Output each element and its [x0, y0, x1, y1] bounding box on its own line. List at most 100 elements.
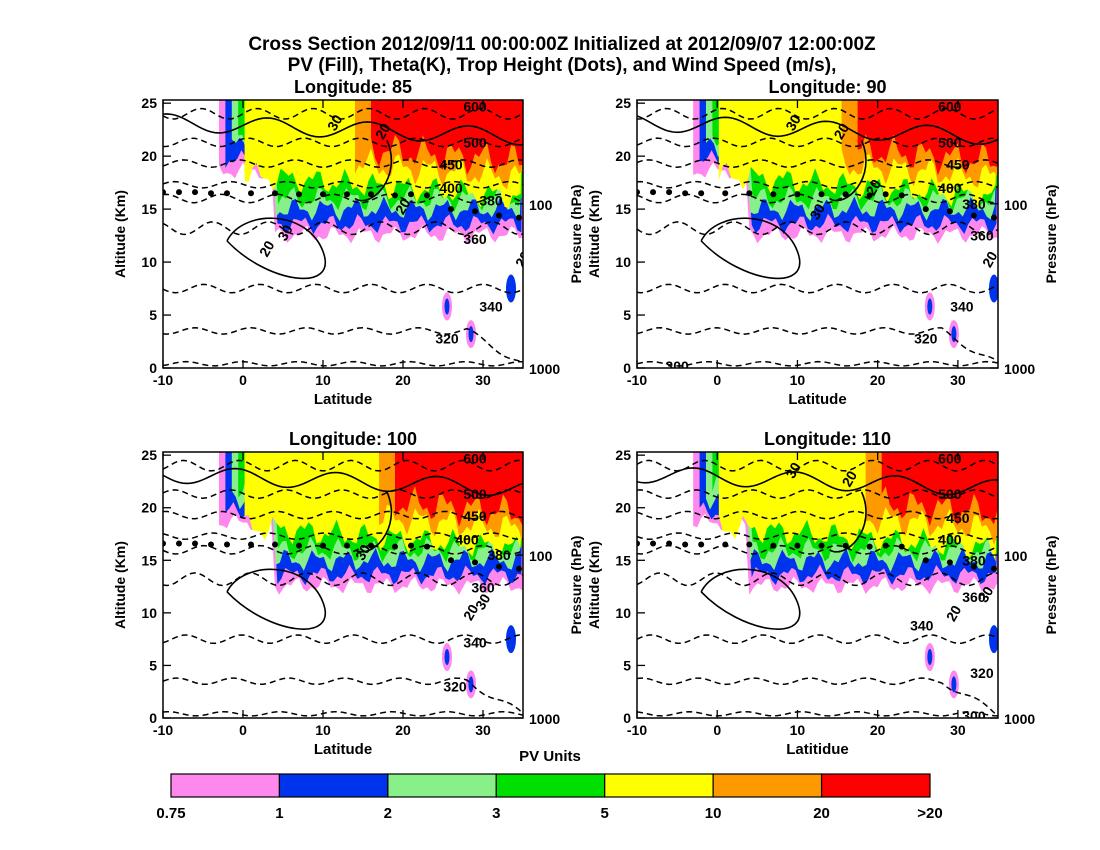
- tropopause-dot: [192, 189, 198, 196]
- tropopause-dot: [344, 191, 350, 198]
- theta-contour: [637, 193, 998, 204]
- colorbar-label: 3: [492, 805, 500, 822]
- wind-contour: [637, 467, 998, 496]
- tropopause-dot: [990, 214, 997, 221]
- pv-blob-core: [951, 326, 957, 343]
- wind-contour-label: 30: [806, 201, 828, 223]
- theta-contour-label: 360: [962, 589, 986, 605]
- tropopause-dot: [746, 190, 753, 197]
- x-tick-label: 30: [475, 722, 491, 738]
- y-tick-label: 15: [141, 201, 157, 217]
- theta-contour: [637, 677, 998, 717]
- tropopause-dot: [794, 542, 801, 549]
- y-tick-label: 15: [615, 201, 631, 217]
- tropopause-dot: [882, 191, 889, 198]
- pv-blob-core: [951, 676, 957, 693]
- tropopause-dot: [898, 543, 905, 550]
- tropopause-dot: [224, 541, 230, 548]
- wind-contour: [637, 115, 998, 146]
- theta-contour: [163, 510, 523, 520]
- wind-contour: [226, 217, 326, 280]
- theta-contour-label: 600: [463, 98, 487, 114]
- x-tick-label: 10: [315, 372, 331, 388]
- wind-contour-label: 30: [324, 112, 346, 134]
- theta-contour: [637, 159, 998, 169]
- colorbar-title: PV Units: [519, 748, 581, 765]
- wind-contour-label: 20: [372, 120, 394, 142]
- pv-blob-core: [508, 631, 514, 648]
- y-tick-label: 5: [149, 657, 157, 673]
- tropopause-dot: [392, 543, 398, 550]
- pv-blob-core: [927, 298, 933, 315]
- y2-tick-label: 1000: [1004, 361, 1035, 377]
- colorbar-swatch: [170, 773, 281, 798]
- wind-contour-label: 30: [352, 541, 374, 563]
- figure-title-line2: PV (Fill), Theta(K), Trop Height (Dots),…: [288, 55, 837, 76]
- wind-contour-label: 30: [274, 222, 296, 244]
- y-tick-label: 0: [623, 710, 631, 726]
- colorbar-swatch: [387, 773, 497, 798]
- tropopause-dot: [818, 191, 825, 198]
- tropopause-dot: [682, 541, 689, 548]
- x-tick-label: -10: [153, 372, 173, 388]
- y-axis-label: Altitude (Km): [586, 541, 602, 629]
- theta-contour: [163, 710, 523, 717]
- panel-title: Longitude: 90: [769, 77, 887, 97]
- colorbar-label: 2: [384, 805, 392, 822]
- tropopause-dot: [842, 191, 849, 198]
- pv-blob-core: [508, 280, 514, 297]
- tropopause-dot: [408, 191, 414, 198]
- colorbar-label: 20: [813, 805, 830, 822]
- theta-contour: [637, 489, 998, 499]
- y2-tick-label: 100: [529, 548, 553, 564]
- theta-contour-label: 400: [938, 531, 962, 547]
- wind-contour-label: 20: [830, 120, 852, 142]
- y2-axis-label: Pressure (hPa): [1043, 536, 1059, 635]
- y-tick-label: 20: [141, 500, 157, 516]
- theta-contour: [637, 107, 998, 120]
- y-tick-label: 5: [149, 307, 157, 323]
- y2-axis-label: Pressure (hPa): [1043, 185, 1059, 284]
- tropopause-dot: [176, 540, 182, 547]
- x-tick-label: -10: [153, 722, 173, 738]
- tropopause-dot: [368, 542, 374, 549]
- theta-contour: [637, 327, 998, 362]
- wind-contour: [226, 568, 326, 630]
- theta-contour-label: 320: [443, 678, 467, 694]
- theta-contour: [163, 544, 523, 555]
- y-tick-label: 25: [141, 447, 157, 463]
- theta-contour-label: 400: [938, 180, 962, 196]
- tropopause-dot: [746, 541, 753, 548]
- theta-contour-label: 340: [463, 634, 487, 650]
- wind-contour-label: 20: [392, 195, 414, 217]
- tropopause-dot: [650, 540, 657, 547]
- tropopause-dot: [272, 190, 278, 197]
- wind-contour: [163, 113, 523, 146]
- pv-blob-core: [444, 298, 450, 315]
- colorbar-swatch: [712, 773, 823, 798]
- theta-contour-label: 360: [471, 580, 495, 596]
- x-tick-label: 20: [395, 722, 411, 738]
- theta-contour-label: 380: [479, 193, 503, 209]
- tropopause-dot: [722, 541, 729, 548]
- tropopause-dot: [472, 559, 478, 566]
- colorbar-label: >20: [917, 805, 942, 822]
- theta-contour: [637, 180, 998, 189]
- wind-contour: [354, 139, 393, 202]
- colorbar-swatch: [278, 773, 389, 798]
- tropopause-dot: [898, 192, 905, 199]
- theta-contour: [163, 489, 523, 500]
- y2-tick-label: 1000: [529, 361, 560, 377]
- y2-tick-label: 100: [1004, 548, 1028, 564]
- pv-blob-core: [468, 676, 474, 693]
- theta-contour-label: 450: [463, 508, 487, 524]
- tropopause-dot: [448, 557, 454, 564]
- x-tick-label: 20: [870, 372, 886, 388]
- panel-title: Longitude: 85: [294, 77, 412, 97]
- theta-contour-label: 340: [479, 299, 503, 315]
- tropopause-dot: [192, 540, 198, 547]
- x-tick-label: 0: [239, 722, 247, 738]
